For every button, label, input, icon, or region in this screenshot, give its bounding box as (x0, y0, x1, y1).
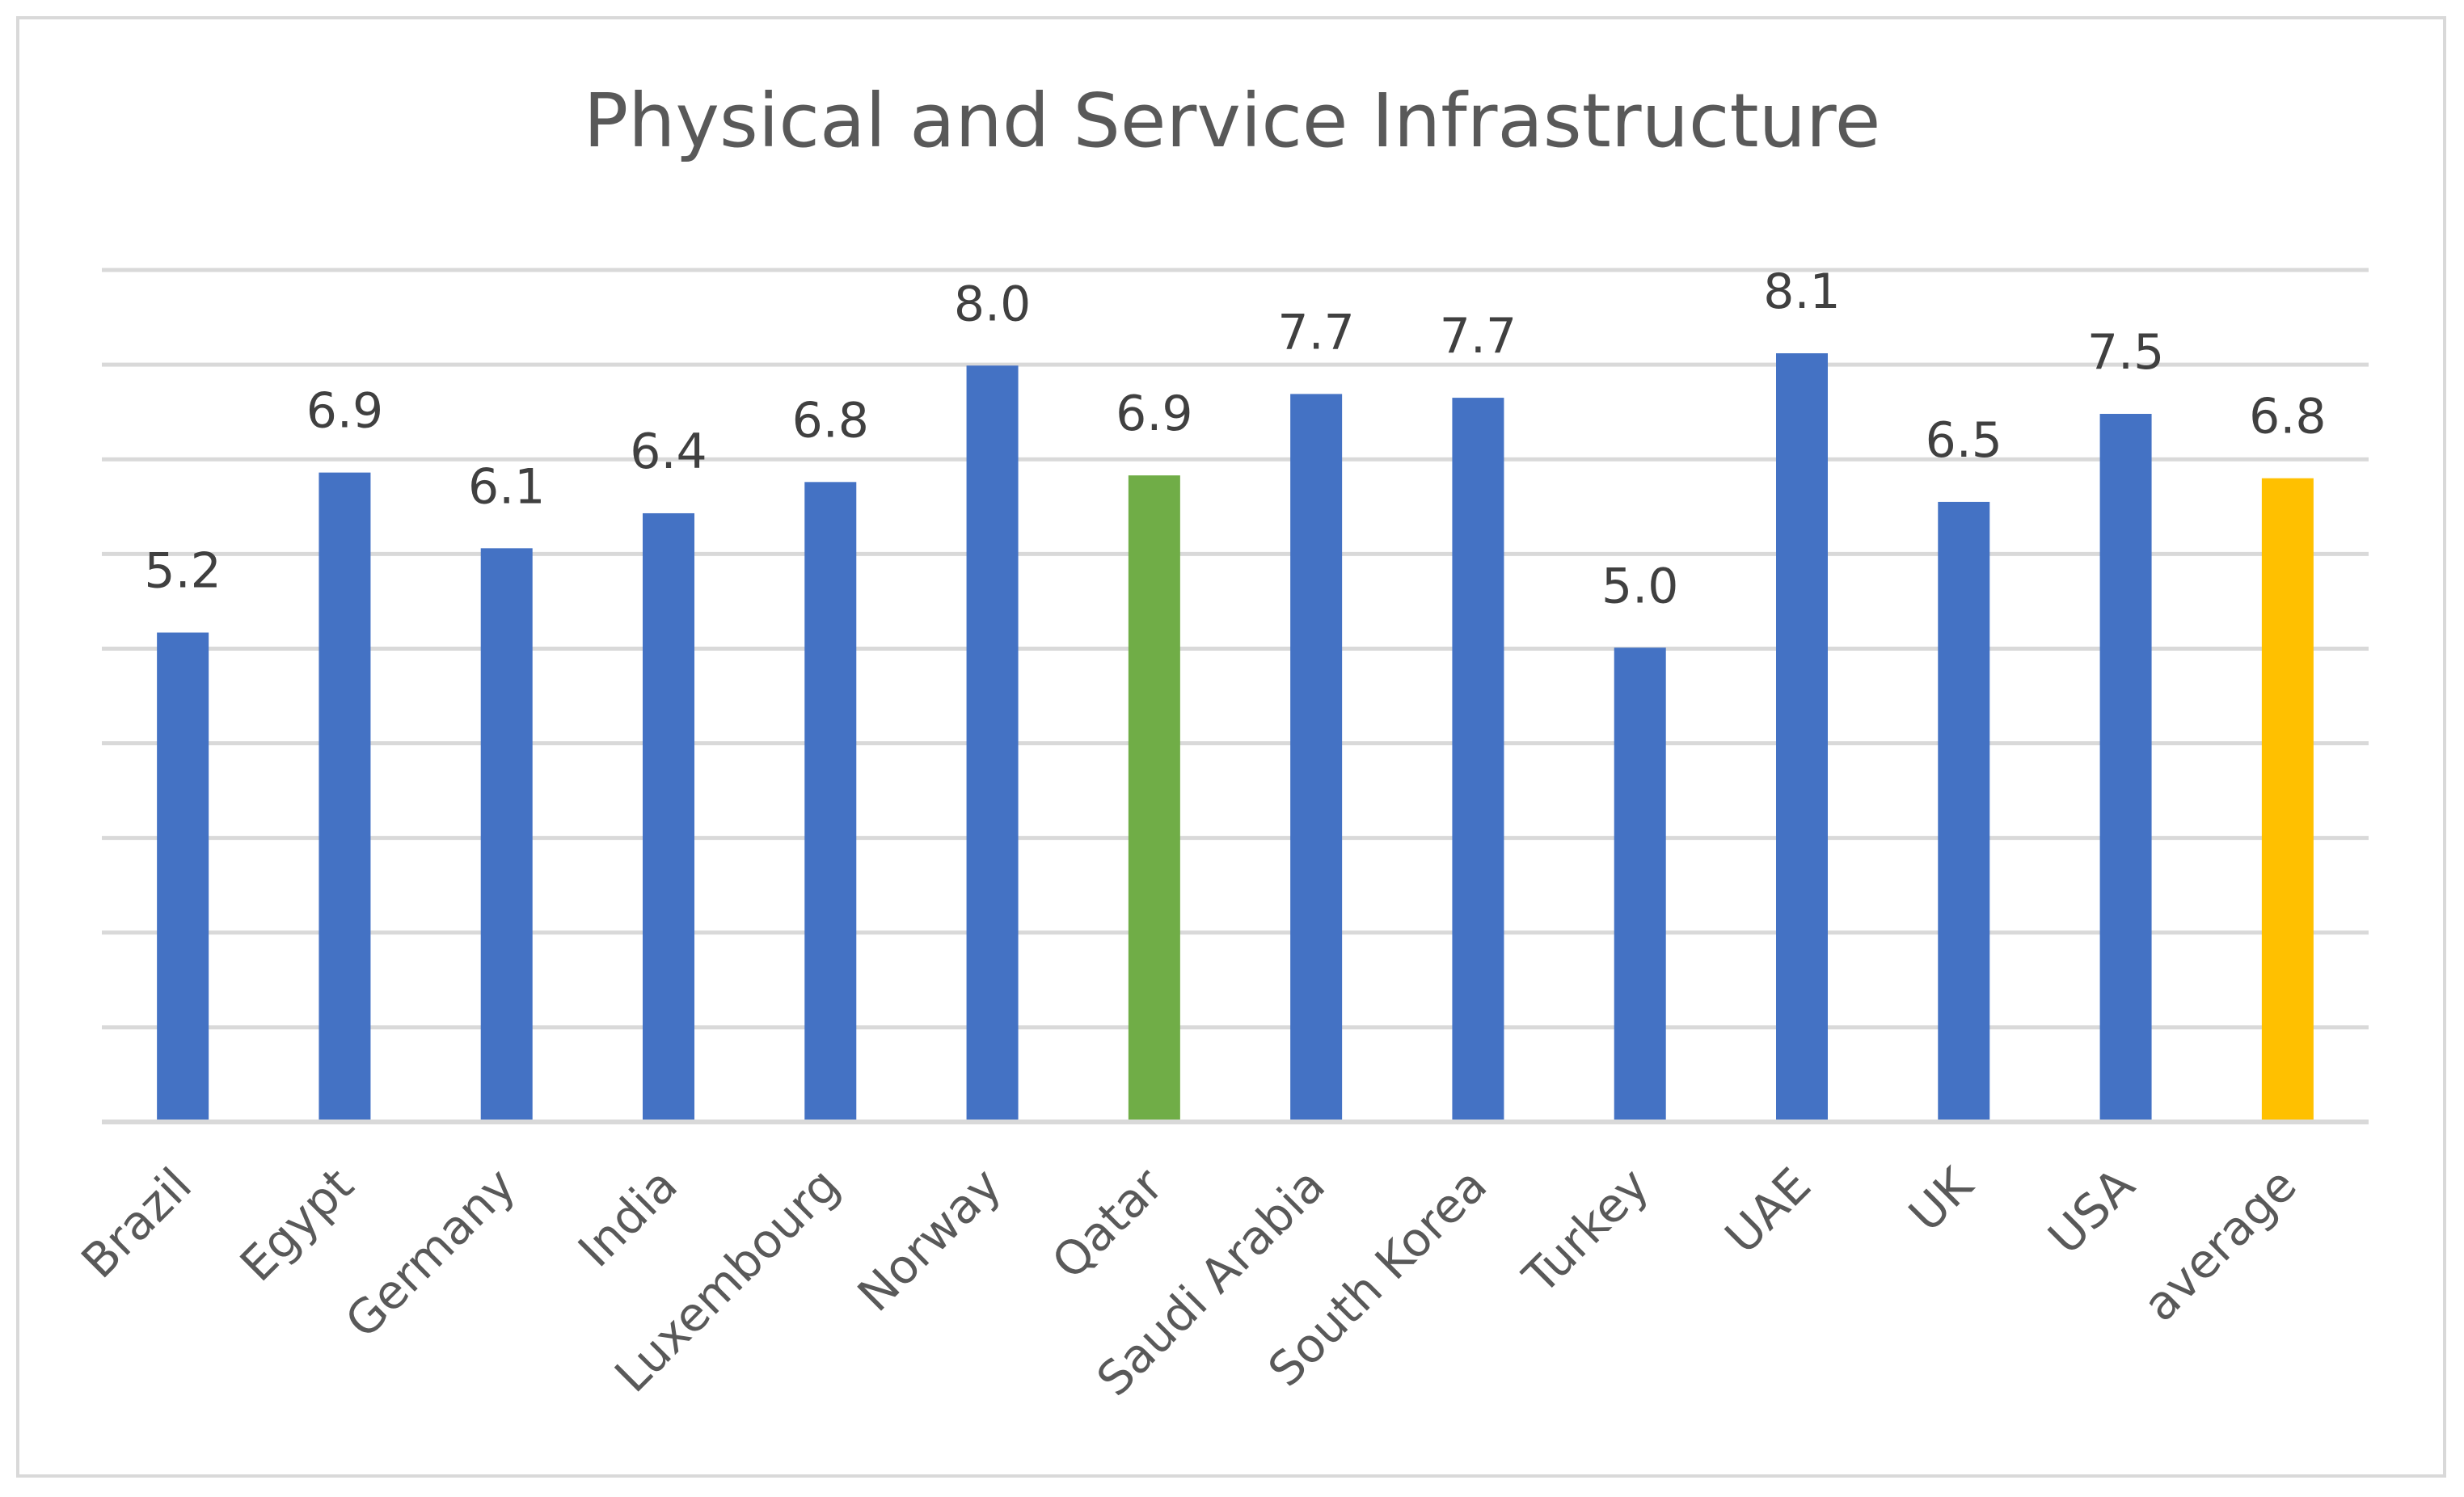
bar-average (2261, 478, 2314, 1122)
bar-uk (1938, 501, 1990, 1122)
bar-turkey (1614, 647, 1666, 1122)
x-tick-label: Norway (847, 1158, 1012, 1322)
bar-india (643, 512, 694, 1122)
x-tick-label: India (567, 1158, 688, 1278)
x-tick-label: average (2133, 1158, 2307, 1332)
data-label: 6.4 (630, 424, 707, 480)
data-label: 7.5 (2087, 324, 2164, 381)
bar-qatar (1128, 475, 1180, 1122)
data-labels: 5.2 6.9 6.1 6.4 6.8 8.0 6.9 7.7 7.7 5.0 8.1 6.5 7.5 6… (144, 264, 2326, 614)
bar-usa (2099, 414, 2152, 1122)
data-label: 6.8 (2249, 389, 2326, 445)
x-tick-label: Germany (335, 1158, 526, 1349)
data-label: 8.1 (1763, 264, 1840, 320)
bar-germany (480, 548, 533, 1122)
data-label: 6.9 (306, 383, 383, 440)
chart-frame (16, 16, 2446, 1478)
data-label: 5.0 (1601, 558, 1678, 614)
data-label: 6.9 (1116, 386, 1192, 442)
data-label: 6.8 (792, 392, 869, 449)
data-label: 8.0 (954, 276, 1031, 332)
bars (157, 353, 2314, 1123)
x-tick-label: Egypt (230, 1158, 364, 1292)
bar-norway (966, 365, 1019, 1122)
bar-uae (1776, 353, 1828, 1123)
data-label: 7.7 (1440, 308, 1517, 365)
x-tick-label: Brazil (71, 1158, 203, 1289)
x-tick-label: Turkey (1512, 1158, 1659, 1305)
chart-title: Physical and Service Infrastructure (583, 78, 1881, 164)
data-label: 6.5 (1926, 412, 2002, 469)
bar-saudi-arabia (1290, 394, 1343, 1123)
bar-luxembourg (804, 482, 857, 1122)
bar-brazil (157, 632, 209, 1122)
x-tick-label: UAE (1715, 1158, 1821, 1264)
data-label: 5.2 (144, 543, 221, 600)
x-tick-label: USA (2038, 1158, 2145, 1265)
x-tick-label: Qatar (1041, 1158, 1174, 1290)
bar-south-korea (1452, 398, 1504, 1123)
data-label: 6.1 (468, 458, 545, 515)
bar-egypt (319, 472, 371, 1122)
gridlines (102, 268, 2369, 1030)
x-tick-label: UK (1898, 1156, 1984, 1242)
data-label: 7.7 (1277, 304, 1354, 361)
